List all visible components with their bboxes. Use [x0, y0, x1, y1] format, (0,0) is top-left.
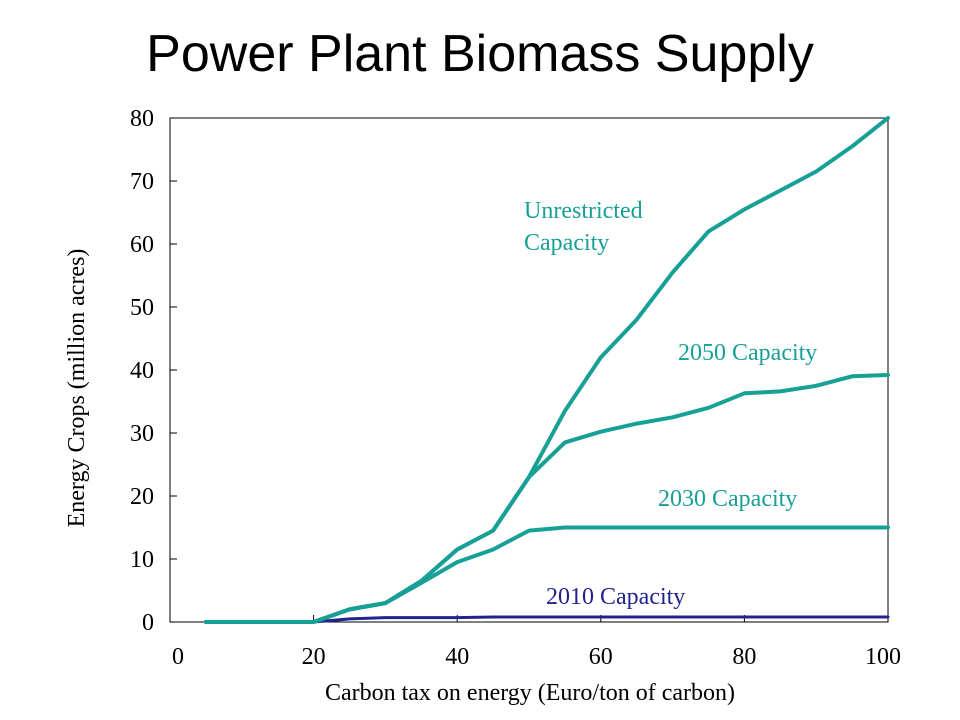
series-label: 2030 Capacity	[658, 486, 797, 512]
y-tick-label: 20	[130, 484, 154, 510]
y-tick-label: 70	[130, 169, 154, 195]
y-tick-label: 50	[130, 295, 154, 321]
y-axis-label: Energy Crops (million acres)	[64, 249, 90, 528]
series-line-unrestricted-capacity	[203, 116, 890, 624]
y-tick-label: 80	[130, 106, 154, 132]
chart-title: Power Plant Biomass Supply	[146, 25, 814, 83]
series-labels: Unrestricted Capacity 2050 Capacity 2030 Ca…	[524, 198, 817, 610]
x-tick-label: 80	[732, 644, 756, 670]
x-tick-label: 0	[172, 644, 184, 670]
x-tick-label: 100	[865, 644, 901, 670]
series-label: Capacity	[524, 230, 609, 256]
y-tick-label: 40	[130, 358, 154, 384]
x-tick-label: 20	[302, 644, 326, 670]
series-label: Unrestricted	[524, 198, 643, 224]
series-label: 2050 Capacity	[678, 340, 817, 366]
series-lines	[203, 116, 890, 624]
x-tick-label: 40	[445, 644, 469, 670]
series-label: 2010 Capacity	[546, 584, 685, 610]
x-axis-label: Carbon tax on energy (Euro/ton of carbon…	[325, 680, 735, 706]
y-tick-label: 10	[130, 547, 154, 573]
y-tick-label: 60	[130, 232, 154, 258]
axes: 0 10 20 30 40 50 60 70 80 0 20 40 60 80 100	[130, 106, 901, 670]
x-tick-label: 60	[589, 644, 613, 670]
plot-frame	[169, 117, 889, 623]
y-tick-label: 0	[142, 610, 154, 636]
y-tick-label: 30	[130, 421, 154, 447]
